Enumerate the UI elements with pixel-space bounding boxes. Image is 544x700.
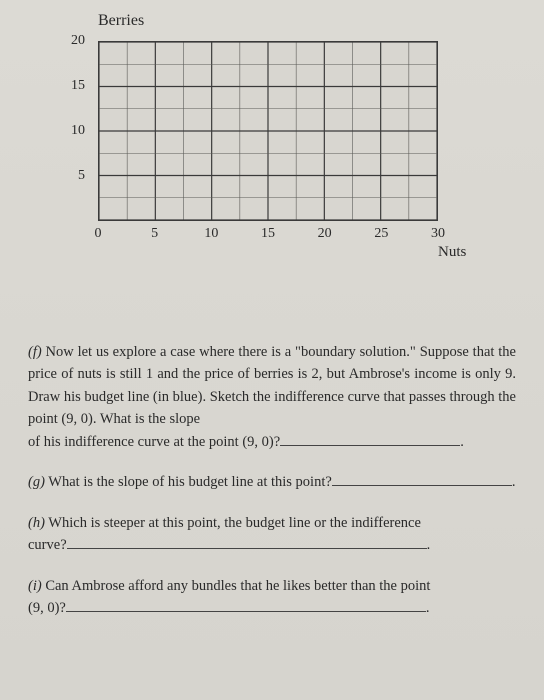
y-tick-15: 15 [71,78,85,94]
x-tick-20: 20 [318,226,332,242]
question-f-text2: of his indifference curve at the point (… [28,434,280,450]
question-f: (f) Now let us explore a case where ther… [28,341,516,453]
grid-box [98,41,438,221]
chart: 20 15 10 5 0 5 10 15 20 25 30 Nuts [48,36,488,266]
question-h-label: (h) [28,515,45,531]
question-i-text1: Can Ambrose afford any bundles that he l… [45,578,430,594]
questions-block: (f) Now let us explore a case where ther… [28,341,516,620]
y-axis-title: Berries [98,12,516,30]
question-f-label: (f) [28,344,42,360]
x-tick-5: 5 [151,226,158,242]
x-tick-25: 25 [374,226,388,242]
question-h: (h) Which is steeper at this point, the … [28,512,516,557]
page-container: Berries 20 15 10 5 0 5 10 15 20 25 30 Nu… [0,0,544,700]
y-axis-ticks: 20 15 10 5 [48,36,93,266]
x-tick-30: 30 [431,226,445,242]
question-i: (i) Can Ambrose afford any bundles that … [28,575,516,620]
y-tick-20: 20 [71,33,85,49]
x-axis-title: Nuts [438,244,466,261]
question-g-text: What is the slope of his budget line at … [48,474,332,490]
question-h-text2: curve? [28,537,67,553]
question-f-text1: Now let us explore a case where there is… [28,344,516,427]
x-tick-0: 0 [95,226,102,242]
blank-i[interactable] [66,598,426,613]
blank-f[interactable] [280,431,460,446]
blank-h[interactable] [67,535,427,550]
x-tick-15: 15 [261,226,275,242]
y-tick-10: 10 [71,123,85,139]
question-g: (g) What is the slope of his budget line… [28,471,516,493]
question-i-text2: (9, 0)? [28,600,66,616]
blank-g[interactable] [332,472,512,487]
question-h-text1: Which is steeper at this point, the budg… [48,515,421,531]
y-tick-5: 5 [78,168,85,184]
x-tick-10: 10 [204,226,218,242]
question-i-label: (i) [28,578,42,594]
question-g-label: (g) [28,474,45,490]
grid-svg [99,42,437,220]
